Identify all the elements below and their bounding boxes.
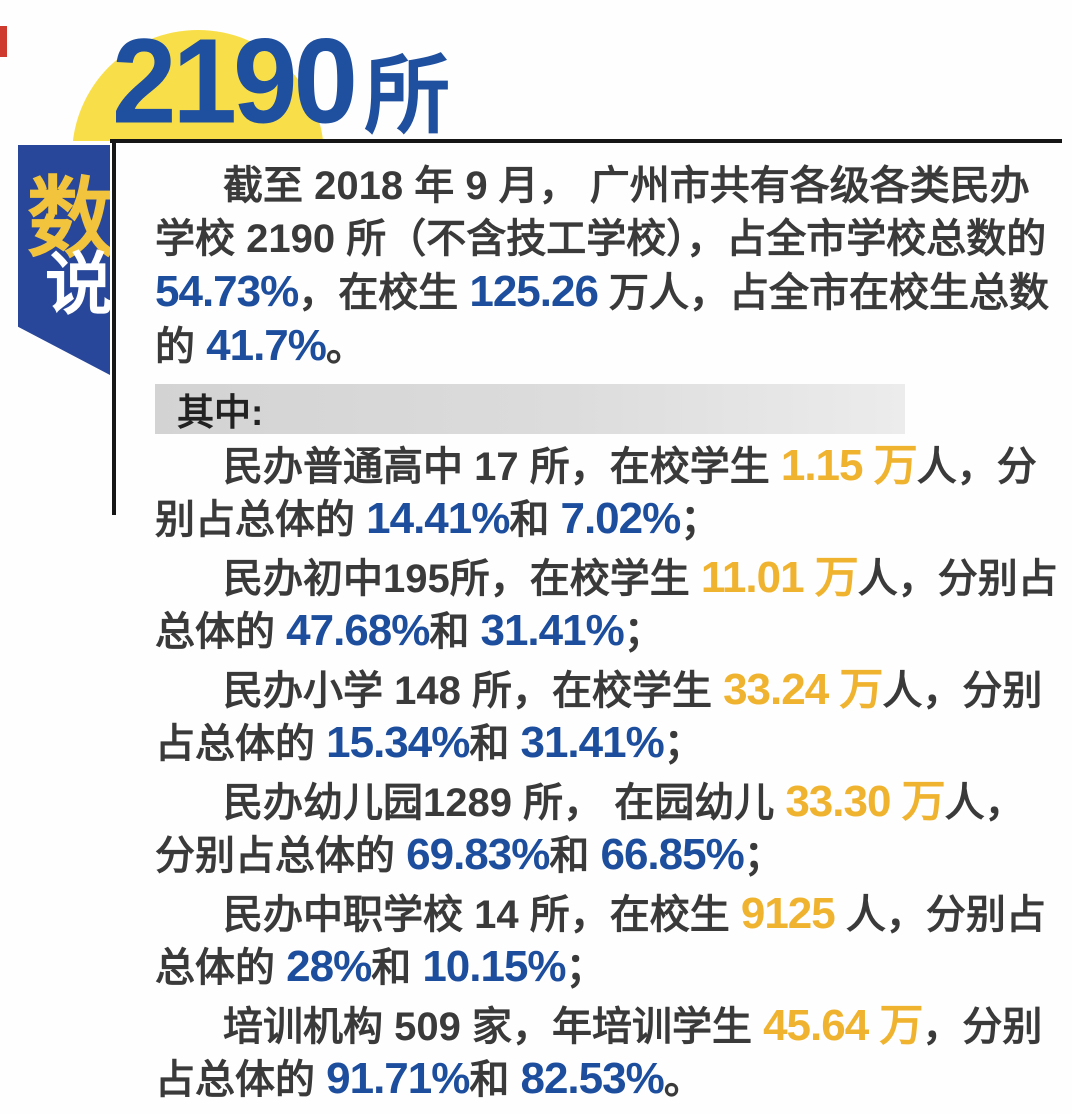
text-segment: 人，分别占总体的: [155, 781, 1025, 878]
text-segment: ，在校生: [298, 271, 470, 315]
text-segment: ；: [663, 722, 704, 766]
stat-paragraph: 培训机构 509 家，年培训学生 45.64 万，分别占总体的 91.71%和 …: [155, 1000, 1061, 1106]
highlight-blue: 41.7%: [206, 321, 327, 370]
text-segment: 民办普通高中 17 所，在校学生: [223, 445, 781, 489]
text-segment: 民办小学 148 所，在校学生: [223, 669, 724, 713]
highlight-blue: 47.68%: [286, 606, 430, 655]
stat-paragraph: 民办中职学校 14 所，在校生 9125 人，分别占总体的 28%和 10.15…: [155, 888, 1061, 994]
highlight-blue: 31.41%: [520, 718, 664, 767]
highlight-blue: 91.71%: [326, 1054, 470, 1103]
highlight-gold: 1.15 万: [780, 441, 918, 490]
stat-paragraph: 民办普通高中 17 所，在校学生 1.15 万人，分别占总体的 14.41%和 …: [155, 440, 1061, 546]
main-content: 截至 2018 年 9 月， 广州市共有各级各类民办学校 2190 所（不含技工…: [155, 160, 1061, 1106]
highlight-blue: 66.85%: [600, 830, 744, 879]
stat-paragraph: 民办幼儿园1289 所， 在园幼儿 33.30 万人，分别占总体的 69.83%…: [155, 776, 1061, 882]
text-segment: 和: [371, 946, 423, 990]
horizontal-divider: [110, 139, 1062, 143]
crop-mark: [0, 26, 7, 57]
text-segment: 和: [509, 498, 561, 542]
text-segment: 。: [325, 325, 366, 369]
text-segment: ；: [743, 834, 784, 878]
text-segment: 。: [663, 1058, 704, 1102]
highlight-gold: 33.24 万: [723, 665, 883, 714]
text-segment: 人，分别占总体的: [155, 445, 1037, 542]
intro-paragraph: 截至 2018 年 9 月， 广州市共有各级各类民办学校 2190 所（不含技工…: [155, 160, 1061, 374]
highlight-blue: 54.73%: [155, 267, 299, 316]
text-segment: 和: [469, 1058, 521, 1102]
section-bar: 其中:: [155, 384, 905, 434]
text-segment: 民办中职学校 14 所，在校生: [223, 893, 741, 937]
text-segment: 人，分别占总体的: [155, 669, 1043, 766]
headline-unit: 所: [364, 48, 451, 141]
highlight-gold: 9125: [740, 889, 836, 938]
highlight-blue: 10.15%: [422, 942, 566, 991]
ribbon-char-shuo: 说: [45, 247, 114, 323]
text-segment: 截至 2018 年 9 月， 广州市共有各级各类民办学校 2190 所（不含技工…: [155, 164, 1047, 261]
text-segment: 万人，占全市在校生总数的: [155, 271, 1050, 369]
text-segment: 和: [429, 610, 481, 654]
header: 2190 所: [0, 0, 1072, 141]
stat-paragraph: 民办初中195所，在校学生 11.01 万人，分别占总体的 47.68%和 31…: [155, 552, 1061, 658]
highlight-blue: 69.83%: [406, 830, 550, 879]
text-segment: ；: [623, 610, 664, 654]
section-label: 其中:: [177, 392, 264, 433]
text-segment: 民办初中195所，在校学生: [223, 557, 701, 601]
text-segment: 民办幼儿园1289 所， 在园幼儿: [223, 781, 786, 825]
text-segment: 和: [549, 834, 601, 878]
text-segment: 和: [469, 722, 521, 766]
text-segment: ，分别占总体的: [155, 1005, 1043, 1102]
ribbon-char-shu: 数: [27, 169, 116, 268]
highlight-blue: 14.41%: [366, 494, 510, 543]
highlight-blue: 31.41%: [480, 606, 624, 655]
highlight-blue: 7.02%: [560, 494, 681, 543]
text-segment: ；: [680, 498, 721, 542]
headline-number: 2190: [112, 13, 358, 141]
highlight-blue: 28%: [286, 942, 372, 991]
highlight-blue: 125.26: [469, 267, 599, 316]
stats-list: 民办普通高中 17 所，在校学生 1.15 万人，分别占总体的 14.41%和 …: [155, 440, 1061, 1106]
vertical-divider: [112, 139, 116, 515]
highlight-gold: 45.64 万: [763, 1001, 923, 1050]
text-segment: 人，分别占总体的: [155, 557, 1058, 654]
highlight-gold: 33.30 万: [785, 777, 945, 826]
text-segment: 人，分别占总体的: [155, 893, 1046, 990]
stat-paragraph: 民办小学 148 所，在校学生 33.24 万人，分别占总体的 15.34%和 …: [155, 664, 1061, 770]
highlight-blue: 82.53%: [520, 1054, 664, 1103]
highlight-gold: 11.01 万: [700, 553, 859, 602]
text-segment: ；: [565, 946, 606, 990]
headline-total: 2190 所: [112, 0, 450, 141]
shu-shuo-ribbon: 数 说: [18, 145, 110, 375]
highlight-blue: 15.34%: [326, 718, 470, 767]
text-segment: 培训机构 509 家，年培训学生: [223, 1005, 764, 1049]
